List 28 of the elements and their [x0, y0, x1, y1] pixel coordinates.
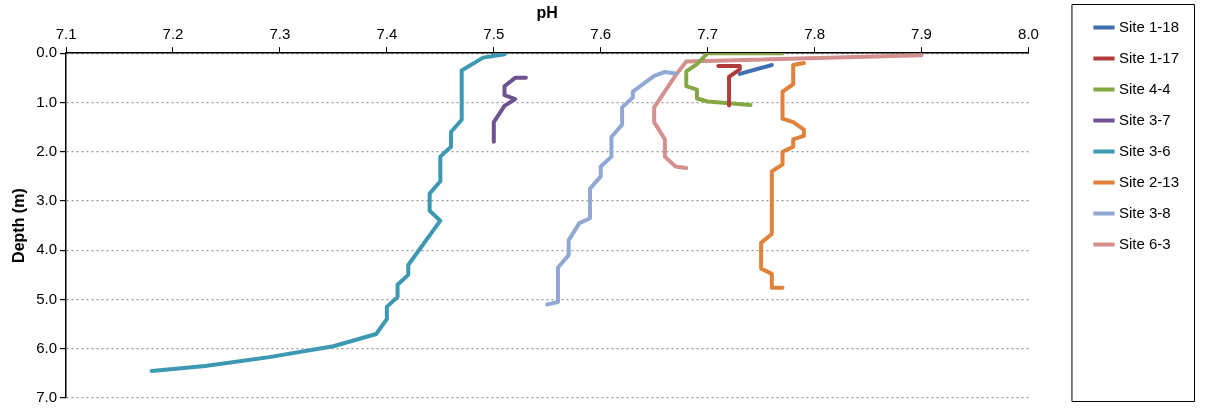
legend-label: Site 2-13	[1118, 172, 1180, 190]
x-tick-label: 8.0	[1018, 25, 1039, 43]
x-tick-label: 7.1	[55, 25, 77, 43]
x-axis-title: pH	[536, 4, 558, 22]
x-tick-label: 7.7	[697, 25, 719, 43]
x-tick-label: 7.5	[483, 25, 505, 43]
y-tick-label: 7.0	[36, 388, 58, 406]
legend-label: Site 1-17	[1118, 48, 1180, 66]
y-tick-label: 4.0	[36, 240, 58, 258]
x-tick-label: 7.3	[269, 25, 291, 43]
y-tick-label: 0.0	[36, 43, 58, 61]
legend-label: Site 4-4	[1118, 79, 1171, 97]
legend-label: Site 3-7	[1118, 110, 1171, 128]
y-tick-label: 3.0	[36, 191, 58, 209]
y-tick-label: 5.0	[36, 289, 58, 307]
legend-label: Site 6-3	[1118, 234, 1171, 252]
y-tick-label: 6.0	[36, 338, 58, 356]
y-tick-label: 1.0	[36, 92, 58, 110]
x-tick-label: 7.4	[376, 25, 398, 43]
y-tick-label: 2.0	[36, 141, 58, 159]
legend-label: Site 3-8	[1118, 203, 1171, 221]
x-tick-label: 7.6	[590, 25, 612, 43]
y-axis-title: Depth (m)	[10, 188, 28, 263]
x-tick-label: 7.9	[911, 25, 932, 43]
legend-label: Site 3-6	[1118, 141, 1171, 159]
x-tick-label: 7.8	[804, 25, 826, 43]
x-tick-label: 7.2	[162, 25, 184, 43]
legend-label: Site 1-18	[1118, 17, 1180, 35]
